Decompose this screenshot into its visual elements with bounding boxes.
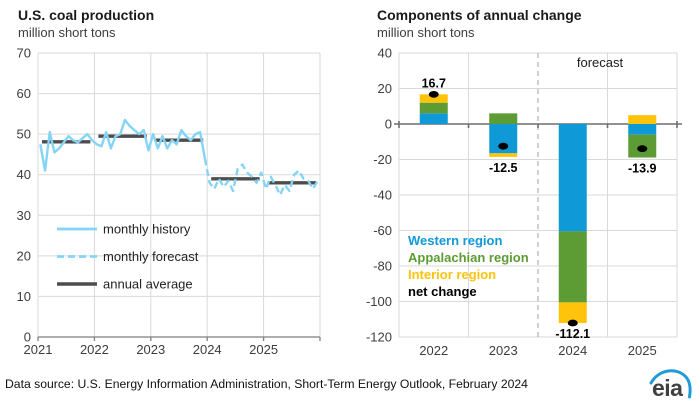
y-tick-label: -40: [373, 188, 392, 203]
forecast-label: forecast: [577, 55, 624, 70]
bar-segment-appalachian: [419, 102, 448, 114]
y-tick-label: 70: [17, 46, 31, 61]
footer: Data source: U.S. Energy Information Adm…: [0, 366, 700, 402]
y-tick-label: 0: [385, 117, 392, 132]
y-tick-label: -120: [366, 330, 392, 345]
eia-logo: eia: [649, 369, 692, 401]
y-tick-label: 50: [17, 127, 31, 142]
stacked-bar-chart-plot: forecast 40 20 0 -20 -40 -60 -80 -100 -120 2022 202…: [366, 46, 682, 358]
legend-label: Western region: [408, 233, 502, 248]
y-tick-label: -60: [373, 223, 392, 238]
net-change-value-label: 16.7: [422, 76, 446, 90]
net-change-dot: [567, 319, 578, 327]
y-tick-label: 20: [17, 248, 31, 263]
legend-label: monthly forecast: [103, 249, 199, 264]
x-tick-label: 2024: [193, 342, 222, 357]
y-tick-label: -20: [373, 152, 392, 167]
y-tick-label: -80: [373, 259, 392, 274]
y-tick-label: 0: [24, 330, 31, 345]
legend-label: Appalachian region: [408, 250, 529, 265]
line-chart-plot: 0 10 20 30 40 50 60 70 2021 2022 2023 2024 2025 month…: [17, 46, 321, 357]
net-change-value-label: -12.5: [489, 161, 518, 175]
x-tick-label: 2022: [419, 343, 448, 358]
bar-segment-appalachian: [489, 113, 518, 124]
net-change-dot: [498, 142, 509, 150]
x-tick-label: 2025: [628, 343, 657, 358]
left-chart-title: U.S. coal production: [18, 7, 155, 23]
right-chart-subtitle: million short tons: [377, 25, 475, 40]
eia-logo-swoosh-icon: [649, 369, 692, 399]
bar-segment-western: [628, 124, 657, 135]
legend-label: net change: [408, 284, 477, 299]
x-tick-label: 2023: [136, 342, 165, 357]
x-tick-label: 2024: [558, 343, 587, 358]
x-tick-label: 2023: [489, 343, 518, 358]
eia-logo-text: eia: [652, 375, 683, 401]
right-chart-title: Components of annual change: [377, 7, 582, 23]
x-tick-label: 2022: [80, 342, 109, 357]
net-change-value-label: -112.1: [555, 327, 590, 341]
chart-components-of-annual-change: Components of annual change million shor…: [350, 0, 700, 366]
x-tick-label: 2021: [24, 342, 53, 357]
net-change-dot: [637, 145, 648, 153]
bar-segment-western: [558, 124, 587, 232]
net-change-dot: [428, 90, 439, 98]
legend-label: monthly history: [103, 222, 191, 237]
y-tick-label: 40: [17, 167, 31, 182]
y-tick-label: 40: [378, 46, 392, 61]
bar-segment-interior: [419, 94, 448, 103]
bar-segment-interior: [489, 153, 518, 157]
bar-segment-interior: [558, 302, 587, 323]
y-tick-label: 10: [17, 289, 31, 304]
y-tick-label: 20: [378, 81, 392, 96]
monthly-history-line: [39, 118, 207, 172]
left-chart-subtitle: million short tons: [18, 25, 116, 40]
y-tick-label: 30: [17, 208, 31, 223]
legend-label: annual average: [103, 277, 193, 292]
bar-segment-western: [419, 113, 448, 124]
y-tick-label: -100: [366, 294, 392, 309]
bar-segment-interior: [628, 115, 657, 124]
y-tick-label: 60: [17, 86, 31, 101]
x-tick-label: 2025: [249, 342, 278, 357]
bar-segment-appalachian: [558, 231, 587, 303]
source-note: Data source: U.S. Energy Information Adm…: [5, 377, 528, 391]
net-change-value-label: -13.9: [628, 162, 657, 176]
legend-label: Interior region: [408, 267, 496, 282]
monthly-forecast-line: [203, 158, 319, 197]
chart-us-coal-production: U.S. coal production million short tons …: [0, 0, 350, 366]
